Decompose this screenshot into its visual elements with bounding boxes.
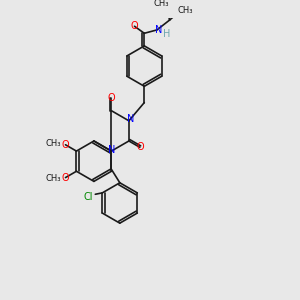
- Text: O: O: [62, 172, 69, 183]
- Text: O: O: [108, 93, 115, 103]
- Text: CH₃: CH₃: [177, 6, 193, 15]
- Text: CH₃: CH₃: [46, 175, 62, 184]
- Text: N: N: [127, 114, 134, 124]
- Text: H: H: [163, 29, 170, 39]
- Text: N: N: [154, 25, 162, 35]
- Text: CH₃: CH₃: [46, 139, 62, 148]
- Text: O: O: [62, 140, 69, 150]
- Text: O: O: [136, 142, 144, 152]
- Text: Cl: Cl: [83, 192, 93, 202]
- Text: CH₃: CH₃: [153, 0, 169, 8]
- Text: O: O: [131, 21, 138, 31]
- Text: N: N: [108, 145, 115, 155]
